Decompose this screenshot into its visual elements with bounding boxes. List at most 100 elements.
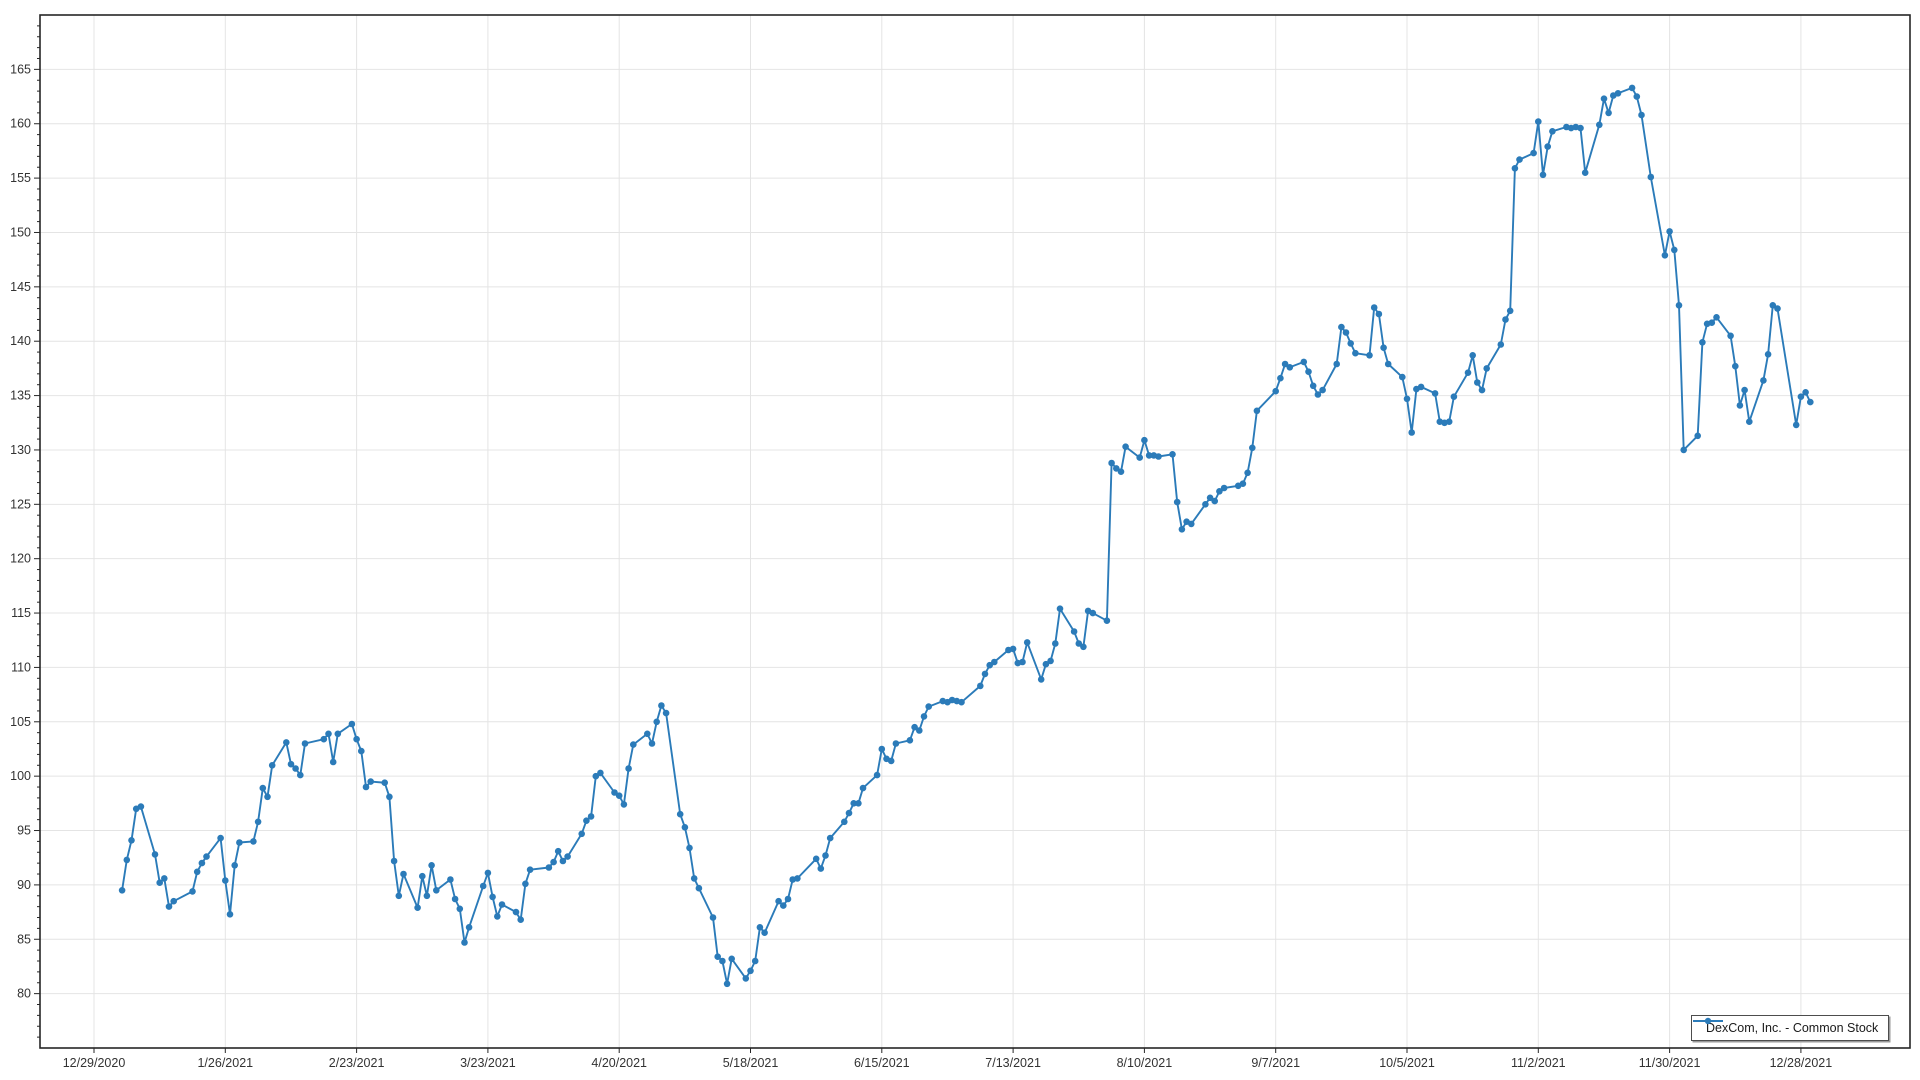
data-point (254, 818, 262, 826)
data-point (747, 967, 754, 975)
data-point (1403, 395, 1411, 403)
data-point (1769, 302, 1777, 309)
data-point (170, 897, 177, 905)
data-point (1633, 93, 1641, 100)
data-point (1309, 382, 1317, 390)
data-point (292, 765, 299, 772)
data-point (1774, 305, 1781, 312)
x-axis-label: 11/30/2021 (1639, 1056, 1701, 1070)
data-point (1736, 402, 1744, 409)
data-point (841, 818, 848, 826)
x-axis-label: 11/2/2021 (1511, 1056, 1566, 1070)
data-point (1178, 526, 1186, 533)
data-point (1746, 418, 1753, 426)
data-point (578, 830, 585, 838)
data-point (231, 862, 238, 869)
data-point (1666, 228, 1673, 235)
data-point (297, 771, 304, 779)
data-point (1675, 302, 1683, 309)
data-point (686, 844, 693, 852)
data-point (1141, 436, 1148, 444)
data-point (920, 713, 928, 720)
data-point (1009, 645, 1017, 653)
y-axis-label: 95 (17, 824, 31, 838)
data-point (550, 858, 557, 866)
y-axis-label: 105 (10, 715, 31, 729)
data-point (1145, 452, 1153, 459)
data-point (203, 853, 210, 860)
data-point (794, 875, 801, 882)
data-point (1417, 383, 1425, 391)
data-point (287, 760, 295, 768)
data-point (390, 857, 398, 865)
data-point (161, 875, 168, 882)
data-point (887, 757, 895, 765)
data-point (1647, 173, 1655, 181)
data-point (1052, 640, 1059, 647)
data-point (958, 698, 965, 706)
data-point (1502, 316, 1509, 323)
data-point (1535, 118, 1542, 125)
data-point (522, 880, 529, 888)
data-point (1136, 454, 1143, 461)
data-point (517, 916, 524, 923)
data-point (1211, 497, 1218, 505)
data-point (644, 730, 651, 738)
data-point (611, 789, 618, 796)
data-point (1638, 111, 1645, 119)
data-point (817, 865, 825, 872)
data-point (662, 709, 670, 717)
data-point (855, 800, 862, 807)
data-point (822, 852, 829, 859)
data-point (526, 866, 534, 873)
y-axis-label: 145 (10, 280, 31, 294)
data-point (259, 784, 267, 792)
data-point (1089, 609, 1097, 617)
data-point (714, 953, 721, 960)
data-point (428, 862, 435, 869)
data-point (775, 897, 782, 905)
plot-frame (39, 14, 1911, 1049)
data-point (1792, 421, 1800, 429)
data-point (512, 908, 520, 916)
y-axis-label: 160 (10, 117, 31, 131)
data-point (1239, 480, 1247, 488)
data-point (123, 856, 131, 864)
data-point (1628, 84, 1636, 92)
data-point (1188, 520, 1195, 528)
data-point (156, 879, 163, 886)
data-point (630, 741, 637, 748)
data-point (1023, 639, 1031, 646)
data-point (873, 771, 881, 779)
data-point (780, 902, 787, 909)
data-point (461, 939, 468, 946)
data-point (118, 887, 126, 894)
data-point (583, 817, 590, 824)
data-point (1366, 352, 1373, 359)
chart-legend: DexCom, Inc. - Common Stock (1691, 1015, 1890, 1041)
data-point (723, 980, 731, 988)
data-point (1281, 360, 1289, 368)
data-point (1272, 387, 1279, 395)
data-point (1103, 617, 1111, 624)
data-point (845, 809, 853, 817)
y-axis-label: 150 (10, 225, 31, 239)
data-point (484, 869, 492, 877)
data-point (1671, 246, 1678, 254)
data-point (1464, 369, 1472, 377)
data-point (1469, 352, 1476, 359)
data-point (348, 720, 356, 728)
data-point (892, 740, 900, 747)
data-point (1760, 377, 1767, 384)
data-point (1042, 660, 1050, 668)
x-axis-label: 7/13/2021 (985, 1056, 1041, 1070)
data-point (1661, 252, 1669, 259)
data-point (597, 769, 604, 777)
data-point (1113, 465, 1120, 472)
data-point (1305, 368, 1312, 376)
data-point (494, 913, 501, 920)
data-point (916, 727, 923, 734)
y-axis-label: 100 (10, 769, 31, 783)
